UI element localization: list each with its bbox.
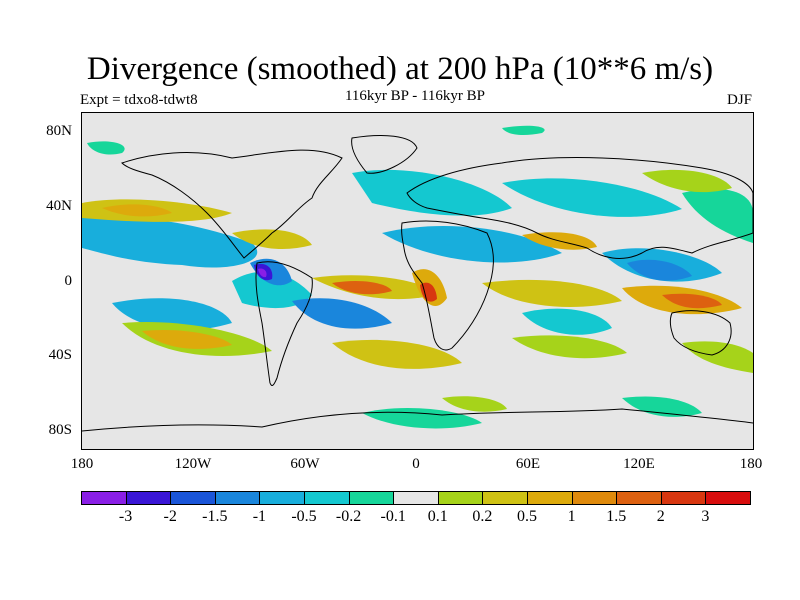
field-region: [332, 339, 462, 369]
legend-tick-label: -0.1: [380, 508, 406, 525]
x-tick-label: 180: [70, 456, 94, 472]
south-america-coast: [255, 261, 313, 386]
plot-title: Divergence (smoothed) at 200 hPa (10**6 …: [86, 51, 714, 87]
divergence-field: [82, 125, 753, 429]
field-region: [382, 225, 562, 263]
legend-color-box: [571, 491, 618, 505]
legend-color-box: [437, 491, 484, 505]
field-region: [232, 271, 312, 309]
y-tick-label: 40S: [48, 347, 72, 363]
legend-tick-label: -0.2: [335, 508, 362, 525]
legend-tick-label: 0.2: [472, 508, 493, 525]
legend-color-box: [214, 491, 261, 505]
x-tick-label: 180: [739, 456, 763, 472]
field-region: [332, 280, 392, 295]
legend-color-box: [705, 491, 751, 505]
legend-color-box: [81, 491, 127, 505]
field-region: [352, 169, 512, 216]
field-region: [87, 141, 125, 155]
legend-tick-label: 1.5: [606, 508, 627, 525]
legend-tick-label: 1: [567, 508, 576, 525]
legend-color-box: [125, 491, 172, 505]
field-region: [642, 169, 732, 193]
north-america-coast: [121, 149, 343, 259]
field-region: [420, 282, 437, 302]
x-tick-label: 0: [412, 456, 420, 472]
legend-tick-label: -3: [118, 508, 133, 525]
x-tick-label: 120E: [623, 456, 655, 472]
legend-tick-label: -2: [163, 508, 177, 525]
legend-color-box: [348, 491, 395, 505]
legend-tick-label: -1.5: [202, 508, 228, 525]
field-region: [362, 408, 482, 429]
greenland-coast: [351, 134, 418, 174]
field-region: [662, 293, 722, 309]
field-region: [258, 268, 267, 278]
x-tick-label: 60W: [290, 456, 320, 472]
plot-subtitle: 116kyr BP - 116kyr BP: [344, 88, 485, 104]
legend-color-box: [616, 491, 662, 505]
field-region: [82, 216, 258, 268]
legend-color-box: [170, 491, 216, 505]
legend-color-box: [660, 491, 707, 505]
field-region: [232, 229, 312, 249]
legend-tick-label: -1: [252, 508, 267, 525]
legend-color-box: [393, 491, 439, 505]
field-region: [682, 188, 753, 243]
field-region: [102, 204, 172, 217]
field-region: [682, 341, 753, 373]
field-region: [622, 396, 702, 417]
y-tick-label: 40N: [46, 198, 72, 214]
y-tick-label: 80N: [46, 123, 72, 139]
legend-tick-label: 0.5: [517, 508, 537, 525]
divergence-map: [82, 125, 753, 432]
australia-coast: [669, 310, 732, 356]
antarctica-coast: [82, 408, 753, 432]
legend-tick-label: 3: [701, 508, 710, 525]
coastlines: [82, 134, 753, 432]
y-tick-label: 80S: [48, 422, 72, 438]
experiment-label: Expt = tdxo8-tdwt8: [80, 92, 198, 108]
legend-tick-label: -0.5: [291, 508, 317, 525]
eurasia-coast: [406, 157, 753, 259]
y-tick-label: 0: [64, 273, 73, 289]
field-region: [522, 308, 612, 335]
field-region: [482, 279, 622, 307]
season-label: DJF: [726, 92, 752, 108]
legend-color-box: [482, 491, 528, 505]
africa-coast: [401, 220, 494, 351]
field-region: [442, 396, 507, 412]
x-tick-label: 120W: [174, 456, 212, 472]
x-tick-label: 60E: [515, 456, 541, 472]
field-region: [142, 329, 232, 349]
field-region: [512, 335, 627, 359]
map-panel: [81, 112, 754, 450]
legend-tick-label: 2: [656, 508, 665, 525]
field-region: [627, 259, 692, 281]
legend-color-box: [259, 491, 305, 505]
field-region: [502, 178, 682, 217]
legend-color-box: [304, 491, 350, 505]
field-region: [292, 298, 392, 329]
legend-color-box: [527, 491, 573, 505]
legend-tick-label: 0.1: [427, 508, 448, 525]
field-region: [502, 125, 545, 136]
